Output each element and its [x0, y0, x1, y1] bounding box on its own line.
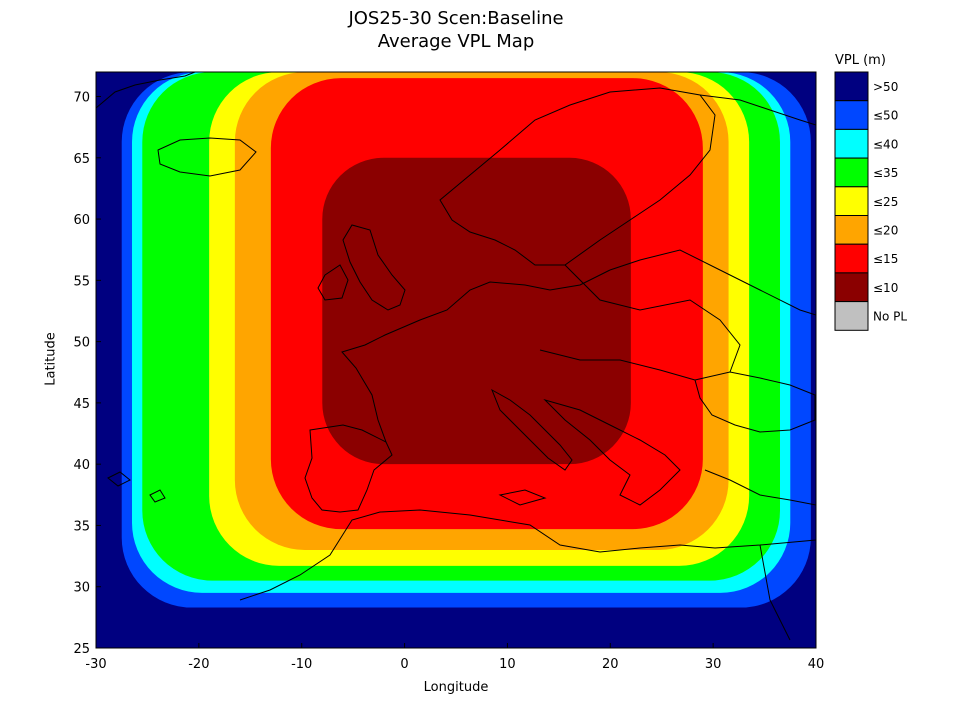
- y-tick-label: 60: [73, 213, 90, 228]
- y-tick-label: 30: [73, 581, 90, 596]
- legend-label: ≤10: [873, 281, 898, 295]
- chart-title: JOS25-30 Scen:Baseline: [348, 8, 564, 29]
- y-tick-label: 50: [73, 336, 90, 351]
- legend-swatch: [834, 186, 869, 217]
- coastline-overlay: [96, 72, 816, 641]
- x-tick-label: 20: [602, 657, 619, 672]
- legend-swatch: [834, 100, 869, 130]
- vpl-contour-field: [96, 72, 816, 648]
- x-tick-label: 30: [705, 657, 722, 672]
- legend-label: ≤50: [873, 109, 898, 123]
- y-tick-label: 55: [73, 274, 90, 289]
- legend: >50 ≤50 ≤40 ≤35 ≤25 ≤20 ≤15 ≤10 No PL: [834, 71, 907, 331]
- x-tick-label: -10: [291, 657, 312, 672]
- legend-label: ≤15: [873, 252, 898, 266]
- legend-swatch: [834, 243, 869, 274]
- legend-swatch: [834, 301, 869, 331]
- legend-label: >50: [873, 80, 898, 94]
- legend-label: ≤40: [873, 137, 898, 151]
- x-tick-label: -20: [188, 657, 209, 672]
- legend-label: ≤20: [873, 224, 898, 238]
- legend-swatch: [834, 71, 869, 102]
- x-tick-label: -30: [85, 657, 106, 672]
- x-tick-label: 0: [400, 657, 408, 672]
- y-tick-label: 35: [73, 519, 90, 534]
- y-tick-label: 70: [73, 91, 90, 106]
- plot-frame: [95, 71, 817, 649]
- x-axis-label: Longitude: [423, 680, 489, 695]
- y-tick-label: 45: [73, 397, 90, 412]
- legend-label: ≤35: [873, 166, 898, 180]
- y-tick-label: 25: [73, 642, 90, 657]
- contour-band-7: [322, 157, 631, 465]
- legend-swatch: [834, 157, 869, 188]
- chart-subtitle: Average VPL Map: [377, 31, 535, 52]
- legend-swatch: [834, 272, 869, 303]
- legend-label: No PL: [873, 310, 907, 324]
- legend-swatch: [834, 215, 869, 245]
- y-axis-ticks: 25 30 35 40 45 50 55 60 65 70: [73, 91, 101, 657]
- legend-title: VPL (m): [835, 53, 886, 68]
- legend-label: ≤25: [873, 195, 898, 209]
- y-tick-label: 65: [73, 152, 90, 167]
- x-tick-label: 40: [808, 657, 825, 672]
- y-tick-label: 40: [73, 458, 90, 473]
- legend-swatch: [834, 128, 869, 159]
- x-axis-ticks: -30 -20 -10 0 10 20 30 40: [85, 643, 824, 672]
- x-tick-label: 10: [499, 657, 516, 672]
